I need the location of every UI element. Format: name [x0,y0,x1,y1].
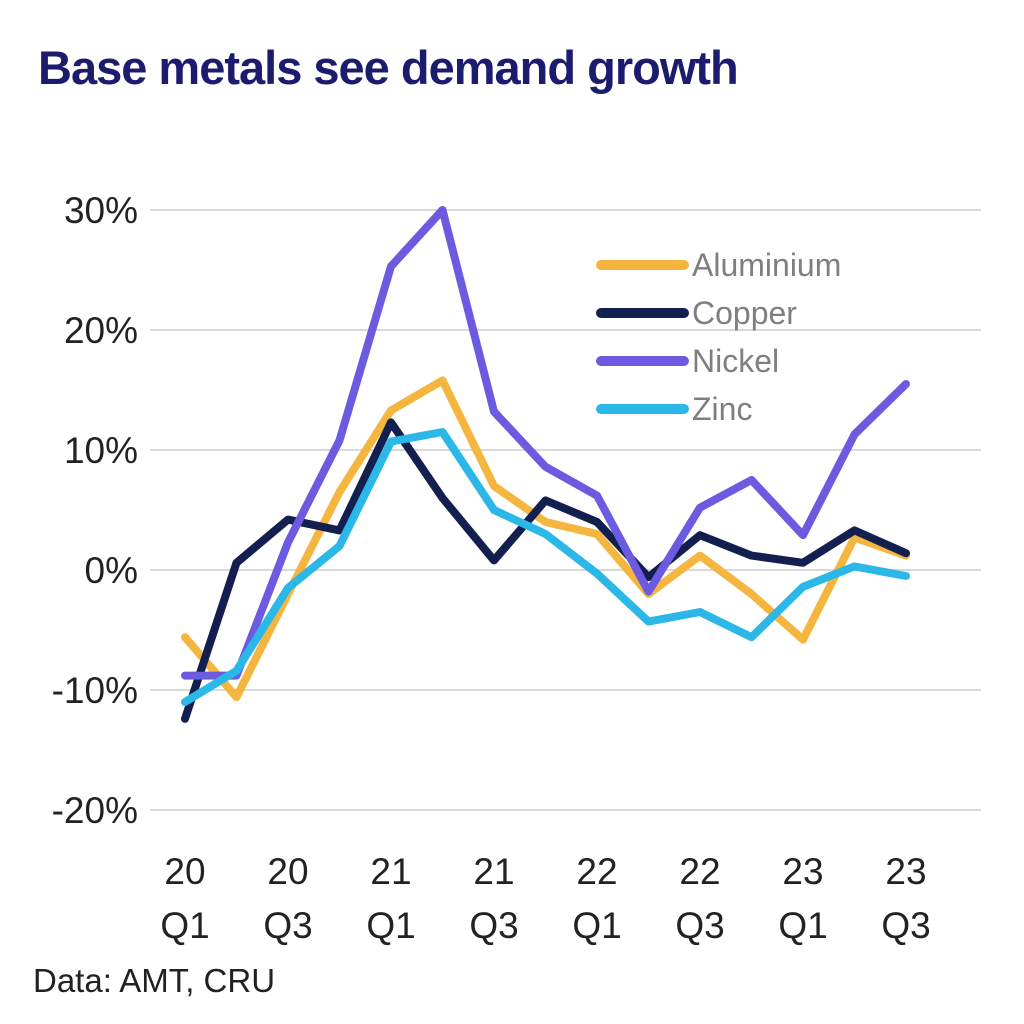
legend-label-copper: Copper [692,295,797,331]
series-line-aluminium [181,376,910,702]
x-axis-tick-quarter: Q1 [160,905,209,946]
series-line-copper [181,418,910,723]
x-axis-tick-quarter: Q3 [881,905,930,946]
source-note: Data: AMT, CRU [33,962,276,999]
x-axis-tick-quarter: Q3 [675,905,724,946]
y-axis-tick-label: 10% [64,430,138,471]
x-axis-tick-year: 20 [267,851,308,892]
y-axis-tick-label: 30% [64,190,138,231]
series-line-zinc [181,428,910,706]
x-axis-tick-quarter: Q1 [778,905,827,946]
x-axis-tick-year: 21 [370,851,411,892]
x-axis-tick-year: 22 [679,851,720,892]
series-line-nickel [181,206,910,680]
chart-title: Base metals see demand growth [38,41,739,94]
x-axis-tick-year: 23 [782,851,823,892]
x-axis-tick-quarter: Q1 [366,905,415,946]
y-axis-tick-label: -10% [52,670,138,711]
y-axis-tick-label: 20% [64,310,138,351]
x-axis-tick-year: 21 [473,851,514,892]
x-axis-tick-quarter: Q3 [469,905,518,946]
x-axis-tick-year: 20 [164,851,205,892]
x-axis-tick-quarter: Q1 [572,905,621,946]
legend-label-nickel: Nickel [692,343,779,379]
x-axis-tick-year: 22 [576,851,617,892]
legend-label-zinc: Zinc [692,391,752,427]
y-axis-tick-label: 0% [85,550,138,591]
x-axis-tick-year: 23 [885,851,926,892]
legend-label-aluminium: Aluminium [692,247,841,283]
x-axis-tick-quarter: Q3 [263,905,312,946]
y-axis-tick-label: -20% [52,790,138,831]
